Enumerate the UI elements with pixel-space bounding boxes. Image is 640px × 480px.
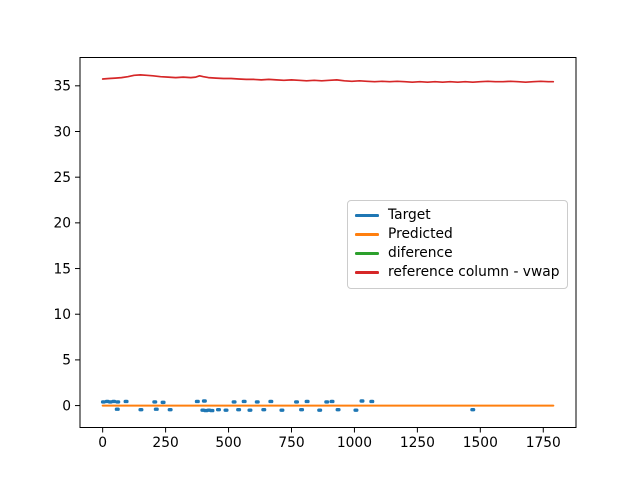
series-line-reference-column-vwap: [101, 74, 555, 84]
series-mark-target: [209, 408, 215, 413]
y-tick-label: 15: [53, 261, 71, 277]
legend-line-swatch-diference: [355, 252, 379, 255]
series-mark-target: [299, 407, 305, 412]
legend-entry-reference: reference column - vwap: [355, 263, 559, 282]
series-mark-target: [329, 399, 335, 404]
series-mark-target: [470, 407, 476, 412]
x-tick-label: 250: [152, 435, 178, 451]
series-mark-target: [241, 399, 247, 404]
legend-line-swatch-target: [355, 214, 379, 217]
series-mark-target: [111, 399, 117, 404]
series-mark-target: [294, 400, 300, 404]
series-mark-target: [215, 407, 221, 412]
legend-label-diference: diference: [388, 245, 453, 261]
legend-entry-target: Target: [355, 206, 559, 225]
y-tick-label: 25: [53, 170, 71, 186]
series-mark-target: [261, 407, 267, 412]
legend-entry-predicted: Predicted: [355, 225, 559, 244]
x-tick-label: 1000: [337, 435, 372, 451]
series-mark-target: [223, 408, 229, 412]
x-tick-label: 1250: [400, 435, 435, 451]
series-mark-target: [359, 399, 365, 403]
y-tick-label: 30: [53, 124, 71, 140]
y-tick-label: 0: [62, 398, 71, 414]
series-mark-target: [335, 407, 341, 412]
y-tick-label: 35: [53, 79, 71, 95]
legend: Target Predicted diference reference col…: [347, 200, 568, 289]
series-mark-target: [247, 408, 253, 412]
series-mark-target: [123, 399, 129, 404]
series-mark-target: [167, 407, 173, 412]
x-tick-label: 750: [278, 435, 304, 451]
legend-label-predicted: Predicted: [388, 226, 453, 242]
legend-label-target: Target: [388, 207, 431, 223]
series-mark-target: [236, 407, 242, 412]
x-tick-label: 1500: [463, 435, 498, 451]
series-mark-target: [114, 407, 120, 411]
series-mark-target: [100, 400, 106, 404]
series-mark-target: [231, 400, 237, 404]
y-tick-label: 10: [53, 307, 71, 323]
series-mark-target: [201, 399, 207, 403]
series-mark-target: [324, 400, 330, 404]
series-mark-target: [279, 408, 285, 412]
series-mark-target: [317, 408, 323, 412]
series-mark-target: [138, 407, 144, 412]
axes-frame: [79, 57, 577, 428]
series-mark-target: [304, 399, 310, 404]
series-mark-target: [194, 399, 200, 404]
series-mark-target: [369, 399, 375, 404]
series-mark-target: [153, 407, 159, 411]
series-mark-target: [268, 399, 274, 404]
legend-line-swatch-predicted: [355, 233, 379, 236]
y-tick-label: 5: [62, 353, 71, 369]
series-mark-target: [160, 400, 166, 405]
x-tick-label: 0: [98, 435, 107, 451]
y-tick-label: 20: [53, 216, 71, 232]
legend-line-swatch-reference: [355, 271, 379, 274]
x-tick-label: 1750: [526, 435, 561, 451]
legend-label-reference: reference column - vwap: [388, 264, 560, 280]
legend-entry-diference: diference: [355, 244, 559, 263]
series-mark-target: [152, 400, 158, 404]
x-tick-label: 500: [215, 435, 241, 451]
series-mark-target: [353, 408, 359, 412]
series-mark-target: [115, 400, 121, 404]
series-mark-target: [254, 400, 260, 404]
